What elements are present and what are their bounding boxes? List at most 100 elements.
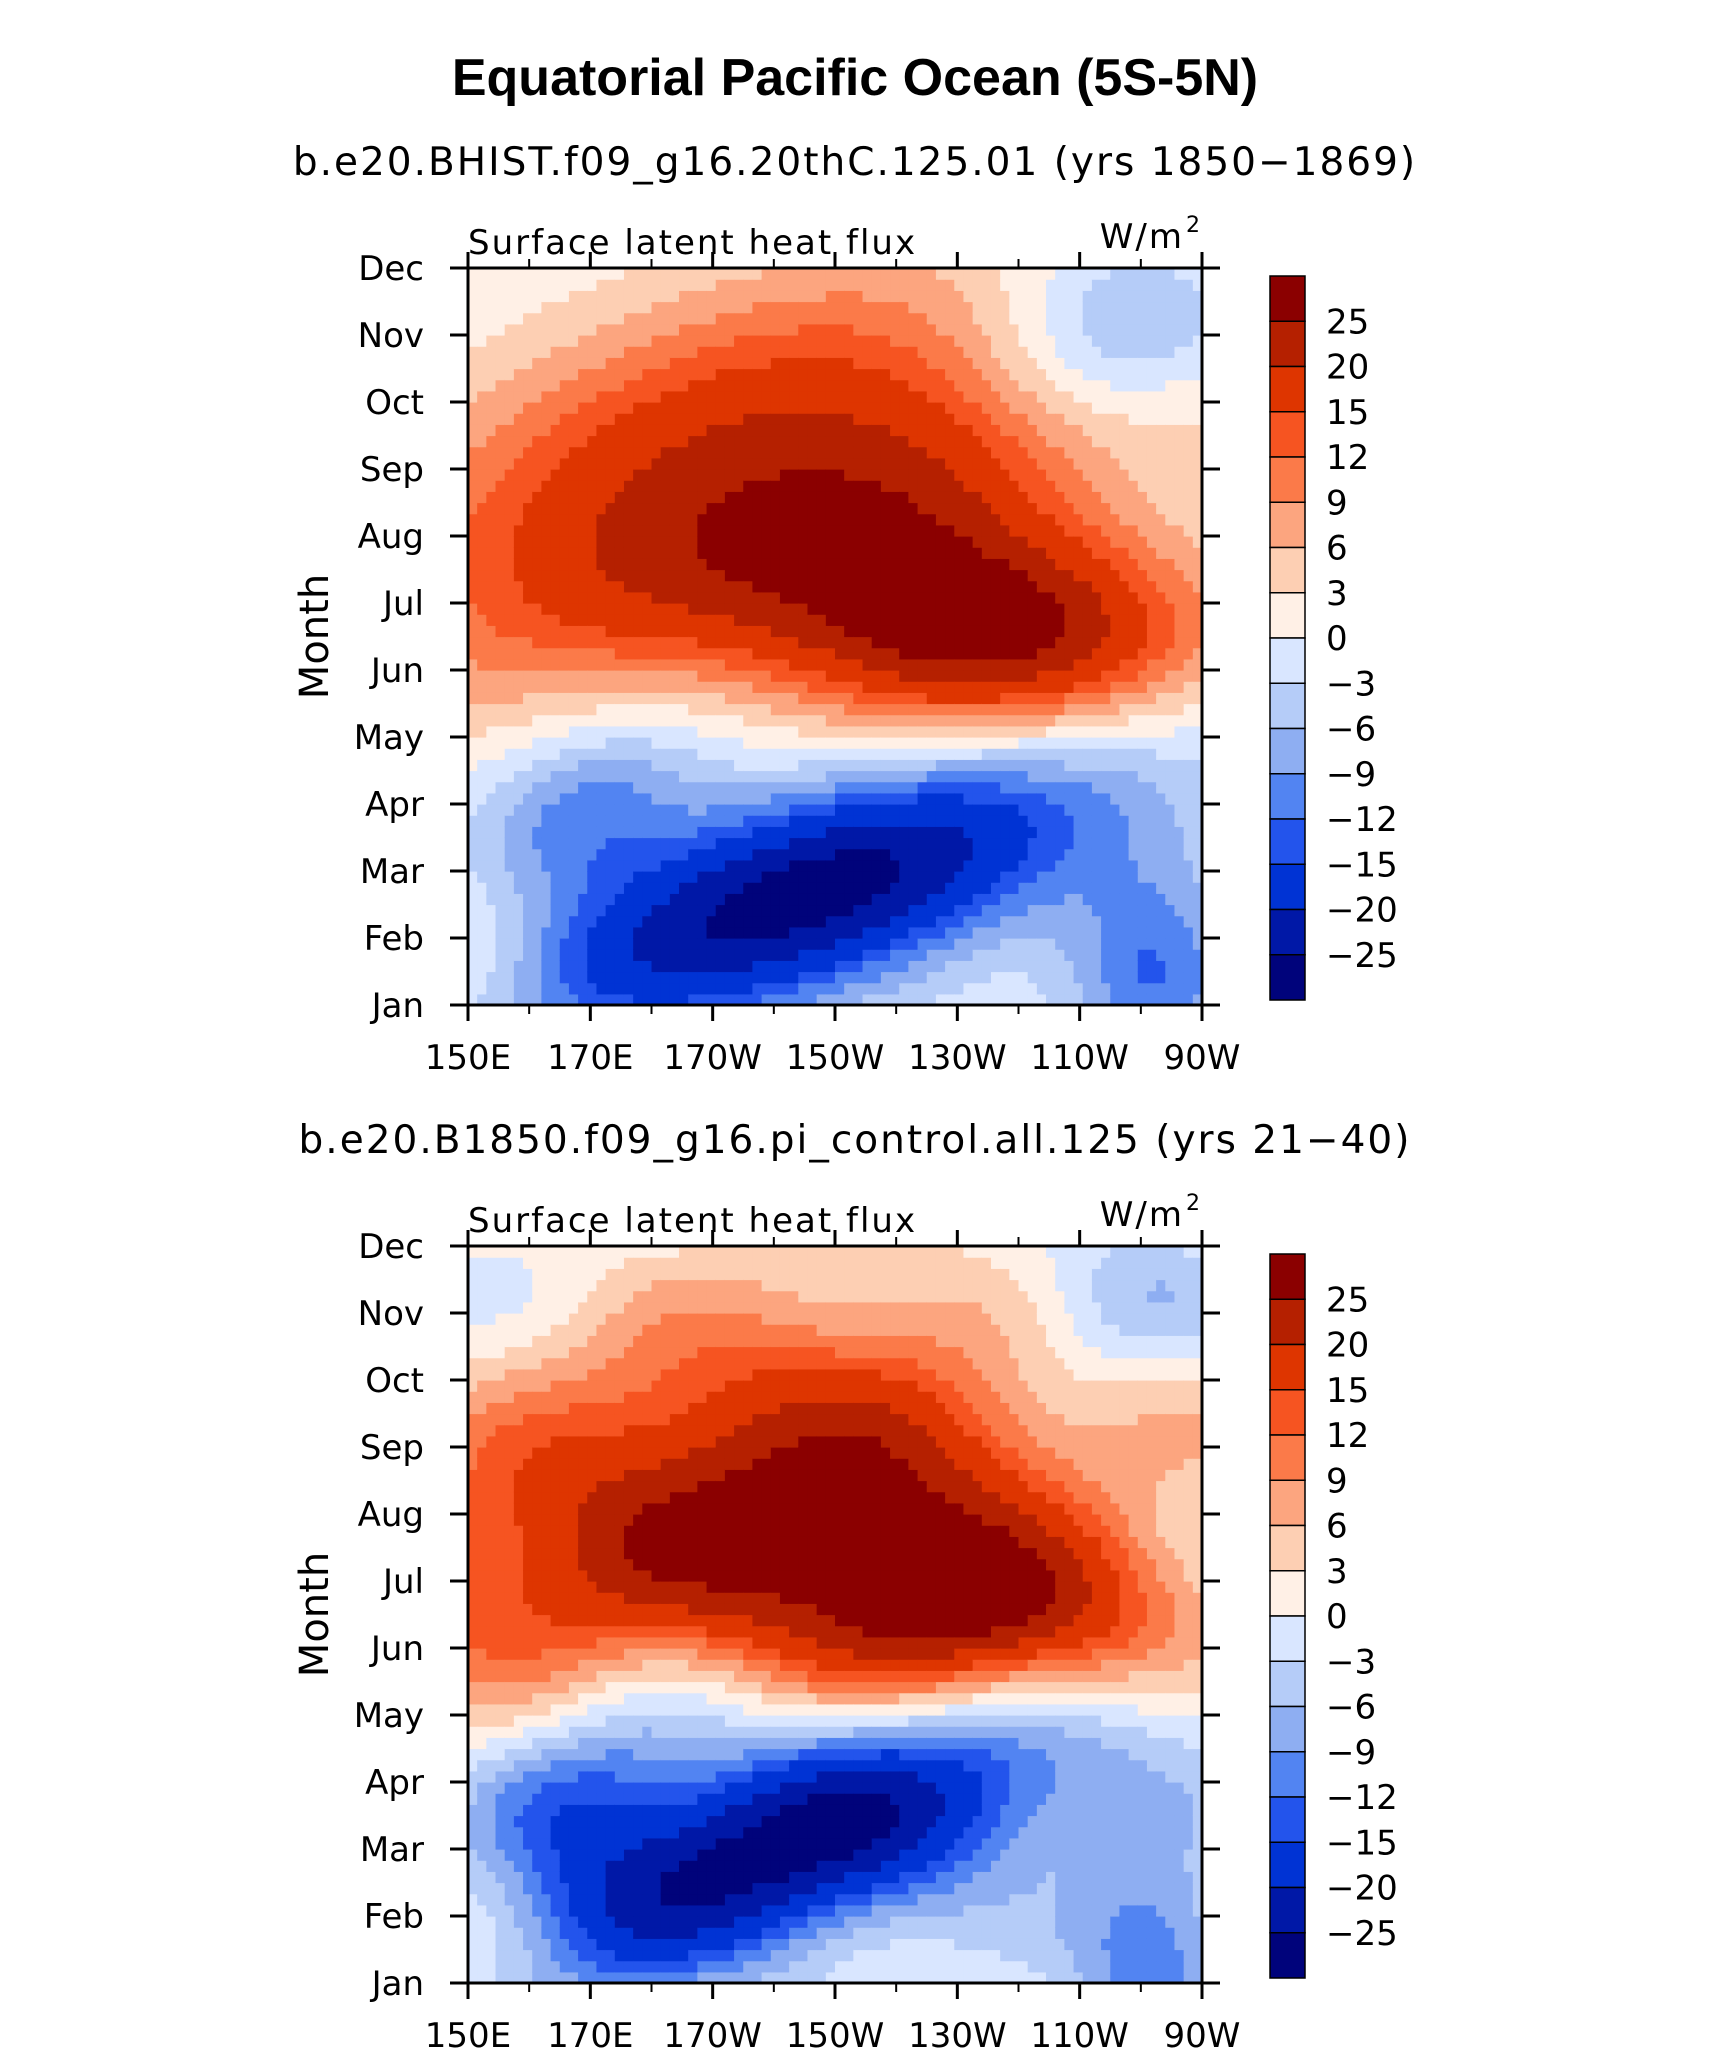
heatmap-cell (697, 770, 708, 783)
heatmap-cell (596, 993, 607, 1006)
heatmap-cell (899, 960, 910, 973)
heatmap-cell (945, 971, 955, 984)
heatmap-cell (715, 457, 726, 470)
heatmap-cell (835, 725, 845, 738)
heatmap-cell (1064, 926, 1075, 939)
heatmap-cell (926, 469, 937, 481)
heatmap-cell (1128, 435, 1139, 448)
heatmap-cell (715, 268, 726, 280)
heatmap-cell (981, 815, 992, 827)
heatmap-cell (871, 960, 882, 973)
heatmap-cell (504, 625, 515, 638)
heatmap-cell (917, 792, 928, 805)
heatmap-cell (1073, 435, 1084, 448)
heatmap-cell (761, 815, 772, 827)
heatmap-cell (734, 714, 744, 727)
heatmap-cell (1055, 993, 1065, 1006)
heatmap-cell (963, 725, 974, 738)
heatmap-cell (1091, 826, 1102, 839)
heatmap-cell (972, 614, 983, 626)
heatmap-cell (623, 357, 634, 370)
heatmap-cell (541, 647, 552, 660)
heatmap-cell (642, 513, 653, 526)
heatmap-cell (779, 714, 790, 727)
heatmap-cell (917, 323, 928, 336)
heatmap-cell (890, 636, 900, 649)
heatmap-cell (761, 703, 772, 716)
heatmap-cell (825, 323, 836, 336)
heatmap-cell (669, 279, 680, 291)
heatmap-cell (605, 357, 616, 370)
heatmap-cell (1119, 938, 1130, 950)
heatmap-cell (596, 413, 607, 425)
heatmap-cell (890, 491, 900, 504)
heatmap-cell (1091, 703, 1102, 716)
heatmap-cell (1091, 268, 1102, 280)
heatmap-cell (724, 848, 735, 861)
heatmap-cell (917, 748, 928, 760)
heatmap-cell (798, 636, 809, 649)
heatmap-cell (1073, 502, 1084, 515)
heatmap-cell (1146, 904, 1157, 917)
heatmap-cell (1101, 402, 1111, 414)
heatmap-cell (743, 926, 754, 939)
heatmap-cell (1082, 926, 1093, 939)
heatmap-cell (1009, 714, 1020, 727)
heatmap-cell (660, 536, 671, 548)
heatmap-cell (935, 926, 946, 939)
heatmap-cell (908, 357, 919, 370)
heatmap-cell (871, 558, 882, 571)
heatmap-cell (1055, 737, 1065, 749)
heatmap-cell (926, 848, 937, 861)
heatmap-cell (963, 938, 974, 950)
heatmap-cell (825, 915, 836, 928)
heatmap-cell (1046, 301, 1056, 314)
heatmap-cell (1091, 926, 1102, 939)
heatmap-cell (789, 379, 799, 392)
heatmap-cell (587, 457, 598, 470)
heatmap-cell (486, 268, 497, 280)
heatmap-cell (917, 491, 928, 504)
heatmap-cell (899, 346, 910, 358)
heatmap-cell (715, 871, 726, 883)
heatmap-cell (504, 357, 515, 370)
heatmap-cell (880, 837, 891, 850)
heatmap-cell (844, 379, 854, 392)
heatmap-cell (1091, 737, 1102, 749)
heatmap-cell (1137, 993, 1148, 1006)
heatmap-cell (770, 781, 781, 794)
heatmap-cell (642, 703, 653, 716)
heatmap-cell (853, 804, 864, 816)
heatmap-cell (835, 703, 845, 716)
heatmap-cell (1064, 323, 1075, 336)
heatmap-cell (477, 413, 487, 425)
heatmap-cell (752, 301, 763, 314)
heatmap-cell (779, 279, 790, 291)
heatmap-cell (844, 323, 854, 336)
heatmap-cell (761, 390, 772, 403)
heatmap-cell (669, 681, 680, 693)
heatmap-cell (596, 346, 607, 358)
heatmap-cell (1055, 379, 1065, 392)
heatmap-cell (605, 279, 616, 291)
heatmap-cell (972, 748, 983, 760)
heatmap-cell (1091, 335, 1102, 347)
heatmap-cell (835, 692, 845, 705)
heatmap-cell (1036, 536, 1047, 548)
heatmap-cell (734, 279, 744, 291)
heatmap-cell (743, 457, 754, 470)
heatmap-cell (1156, 837, 1166, 850)
heatmap-cell (587, 926, 598, 939)
heatmap-cell (890, 402, 900, 414)
heatmap-cell (532, 770, 543, 783)
heatmap-cell (770, 491, 781, 504)
heatmap-cell (789, 268, 799, 280)
heatmap-cell (1110, 491, 1121, 504)
heatmap-cell (1027, 603, 1038, 615)
heatmap-cell (1082, 837, 1093, 850)
heatmap-cell (981, 725, 992, 738)
heatmap-cell (642, 346, 653, 358)
heatmap-cell (899, 435, 910, 448)
heatmap-cell (642, 312, 653, 325)
heatmap-cell (1091, 569, 1102, 582)
